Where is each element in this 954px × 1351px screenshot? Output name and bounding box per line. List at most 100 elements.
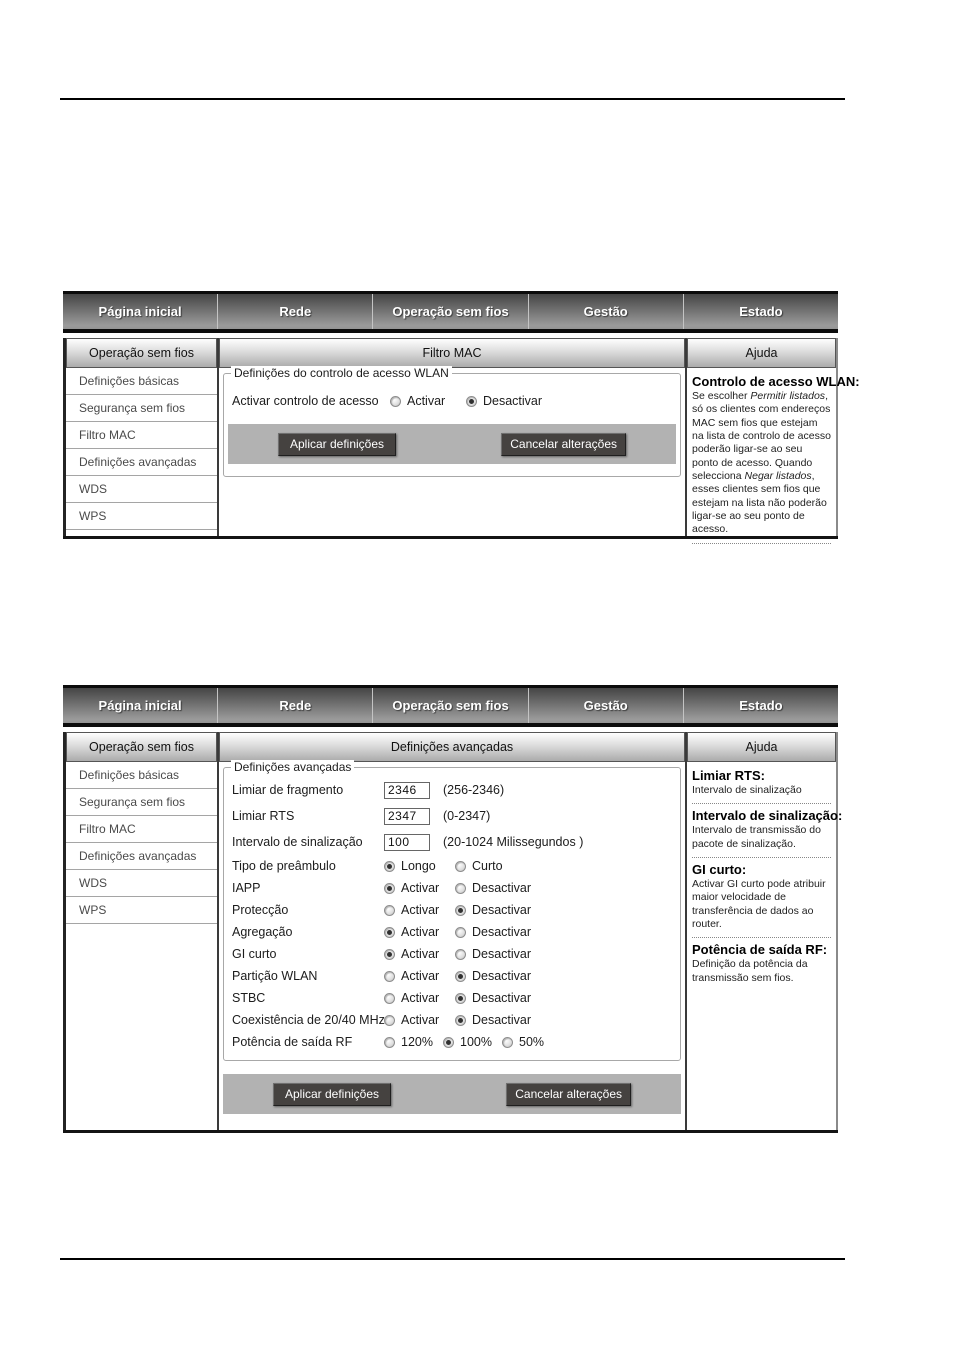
radio-desactivar-selected[interactable] bbox=[455, 992, 466, 1004]
nav-item-gestao[interactable]: Gestão bbox=[527, 294, 683, 329]
radio-option-activar[interactable]: Activar bbox=[384, 991, 455, 1005]
radio-curto[interactable] bbox=[455, 860, 466, 872]
sidebar-item-wds[interactable]: WDS bbox=[66, 870, 217, 897]
radio-label: Activar bbox=[407, 394, 446, 408]
radio-option-100[interactable]: 100% bbox=[443, 1035, 502, 1049]
apply-settings-button[interactable]: Aplicar definições bbox=[273, 1082, 391, 1106]
sidebar-item-wds[interactable]: WDS bbox=[66, 476, 217, 503]
nav-item-estado[interactable]: Estado bbox=[682, 294, 838, 329]
top-horizontal-rule bbox=[60, 98, 845, 100]
radio-label: Desactivar bbox=[472, 925, 532, 939]
sidebar-item-wps[interactable]: WPS bbox=[66, 897, 217, 924]
radio-option-desactivar[interactable]: Desactivar bbox=[466, 394, 542, 408]
sidebar-item-wps[interactable]: WPS bbox=[66, 503, 217, 530]
nav-item-estado[interactable]: Estado bbox=[682, 688, 838, 723]
radio-50[interactable] bbox=[502, 1036, 513, 1048]
radio-desactivar-selected[interactable] bbox=[455, 1014, 466, 1026]
field-label: Potência de saída RF bbox=[232, 1035, 353, 1049]
radio-desactivar-selected[interactable] bbox=[466, 395, 477, 407]
radio-option-desactivar[interactable]: Desactivar bbox=[455, 947, 531, 961]
radio-option-longo[interactable]: Longo bbox=[384, 859, 455, 873]
radio-option-50[interactable]: 50% bbox=[502, 1035, 544, 1049]
radio-option-curto[interactable]: Curto bbox=[455, 859, 503, 873]
form-row-proteccao: Protecção Activar Desactivar bbox=[224, 899, 680, 921]
radio-desactivar[interactable] bbox=[455, 882, 466, 894]
cancel-changes-button[interactable]: Cancelar alterações bbox=[501, 432, 626, 456]
form-row-tipo-de-preambulo: Tipo de preâmbulo Longo Curto bbox=[224, 855, 680, 877]
sidebar-item-filtro-mac[interactable]: Filtro MAC bbox=[66, 422, 217, 449]
nav-item-operacao-sem-fios[interactable]: Operação sem fios bbox=[372, 688, 527, 723]
content-row: Operação sem fios Definições básicas Segu… bbox=[63, 338, 860, 544]
field-hint: (0-2347) bbox=[443, 809, 491, 823]
sidebar-item-definicoes-avancadas[interactable]: Definições avançadas bbox=[66, 449, 217, 476]
field-control: 120% 100% 50% bbox=[384, 1035, 544, 1049]
radio-activar[interactable] bbox=[384, 970, 395, 982]
help-body-container: Controlo de acesso WLAN: Se escolher Per… bbox=[687, 368, 860, 544]
cancel-changes-button[interactable]: Cancelar alterações bbox=[506, 1082, 631, 1106]
form-row-particao-wlan: Partição WLAN Activar Desactivar bbox=[224, 965, 680, 987]
sidebar-item-definicoes-basicas[interactable]: Definições básicas bbox=[66, 762, 217, 789]
radio-option-activar[interactable]: Activar bbox=[384, 925, 455, 939]
radio-option-desactivar[interactable]: Desactivar bbox=[455, 991, 531, 1005]
radio-option-desactivar[interactable]: Desactivar bbox=[455, 1013, 531, 1027]
sidebar: Operação sem fios Definições básicas Segu… bbox=[63, 338, 219, 536]
radio-option-desactivar[interactable]: Desactivar bbox=[455, 903, 531, 917]
fieldset-wlan-access-control: Definições do controlo de acesso WLAN Ac… bbox=[223, 366, 681, 477]
fieldset-advanced-settings: Definições avançadas Limiar de fragmento… bbox=[223, 760, 681, 1061]
radio-option-desactivar[interactable]: Desactivar bbox=[455, 969, 531, 983]
radio-option-desactivar[interactable]: Desactivar bbox=[455, 881, 531, 895]
input-limiar-rts[interactable] bbox=[384, 807, 430, 825]
nav-item-rede[interactable]: Rede bbox=[217, 688, 372, 723]
sidebar-item-seguranca-sem-fios[interactable]: Segurança sem fios bbox=[66, 789, 217, 816]
nav-item-operacao-sem-fios[interactable]: Operação sem fios bbox=[372, 294, 527, 329]
top-nav: Página inicial Rede Operação sem fios Gestã… bbox=[63, 685, 838, 727]
apply-settings-button[interactable]: Aplicar definições bbox=[278, 432, 396, 456]
help-heading: Controlo de acesso WLAN: bbox=[692, 374, 860, 389]
radio-activar-selected[interactable] bbox=[384, 948, 395, 960]
radio-option-activar[interactable]: Activar bbox=[384, 947, 455, 961]
radio-option-activar[interactable]: Activar bbox=[384, 969, 455, 983]
radio-activar[interactable] bbox=[384, 992, 395, 1004]
radio-100-selected[interactable] bbox=[443, 1036, 454, 1048]
nav-item-pagina-inicial[interactable]: Página inicial bbox=[98, 698, 182, 713]
radio-option-activar[interactable]: Activar bbox=[384, 881, 455, 895]
radio-120[interactable] bbox=[384, 1036, 395, 1048]
radio-option-desactivar[interactable]: Desactivar bbox=[455, 925, 531, 939]
field-hint: (256-2346) bbox=[443, 783, 505, 797]
radio-option-120[interactable]: 120% bbox=[384, 1035, 443, 1049]
button-bar: Aplicar definições Cancelar alterações bbox=[228, 424, 676, 464]
field-control: Activar Desactivar bbox=[390, 394, 542, 408]
input-limiar-de-fragmento[interactable] bbox=[384, 781, 430, 799]
nav-item-pagina-inicial[interactable]: Página inicial bbox=[98, 304, 182, 319]
nav-item-gestao[interactable]: Gestão bbox=[527, 688, 683, 723]
help-heading: Intervalo de sinalização: bbox=[692, 808, 843, 824]
panel-title: Definições avançadas bbox=[219, 732, 685, 762]
radio-activar-selected[interactable] bbox=[384, 926, 395, 938]
radio-activar-selected[interactable] bbox=[384, 882, 395, 894]
help-text-segment: Se escolher bbox=[692, 390, 751, 402]
field-control: Activar Desactivar bbox=[384, 969, 531, 983]
field-control: Activar Desactivar bbox=[384, 881, 531, 895]
form-row-agregacao: Agregação Activar Desactivar bbox=[224, 921, 680, 943]
radio-option-activar[interactable]: Activar bbox=[384, 903, 455, 917]
main-body: Definições avançadas Limiar de fragmento… bbox=[219, 760, 685, 1114]
radio-option-activar[interactable]: Activar bbox=[390, 394, 466, 408]
nav-item-rede[interactable]: Rede bbox=[217, 294, 372, 329]
input-intervalo-de-sinalizacao[interactable] bbox=[384, 833, 430, 851]
sidebar-item-seguranca-sem-fios[interactable]: Segurança sem fios bbox=[66, 395, 217, 422]
sidebar-item-definicoes-avancadas[interactable]: Definições avançadas bbox=[66, 843, 217, 870]
help-text-segment: , só os clientes com endereços MAC sem f… bbox=[692, 390, 831, 482]
radio-desactivar[interactable] bbox=[455, 926, 466, 938]
radio-desactivar-selected[interactable] bbox=[455, 970, 466, 982]
sidebar-item-filtro-mac[interactable]: Filtro MAC bbox=[66, 816, 217, 843]
field-control: Activar Desactivar bbox=[384, 925, 531, 939]
radio-activar[interactable] bbox=[384, 904, 395, 916]
radio-longo-selected[interactable] bbox=[384, 860, 395, 872]
sidebar-item-definicoes-basicas[interactable]: Definições básicas bbox=[66, 368, 217, 395]
radio-option-activar[interactable]: Activar bbox=[384, 1013, 455, 1027]
radio-desactivar[interactable] bbox=[455, 948, 466, 960]
radio-desactivar-selected[interactable] bbox=[455, 904, 466, 916]
form-row-access-control: Activar controlo de acesso Activar Desact… bbox=[224, 391, 680, 411]
radio-activar[interactable] bbox=[384, 1014, 395, 1026]
radio-activar[interactable] bbox=[390, 395, 401, 407]
